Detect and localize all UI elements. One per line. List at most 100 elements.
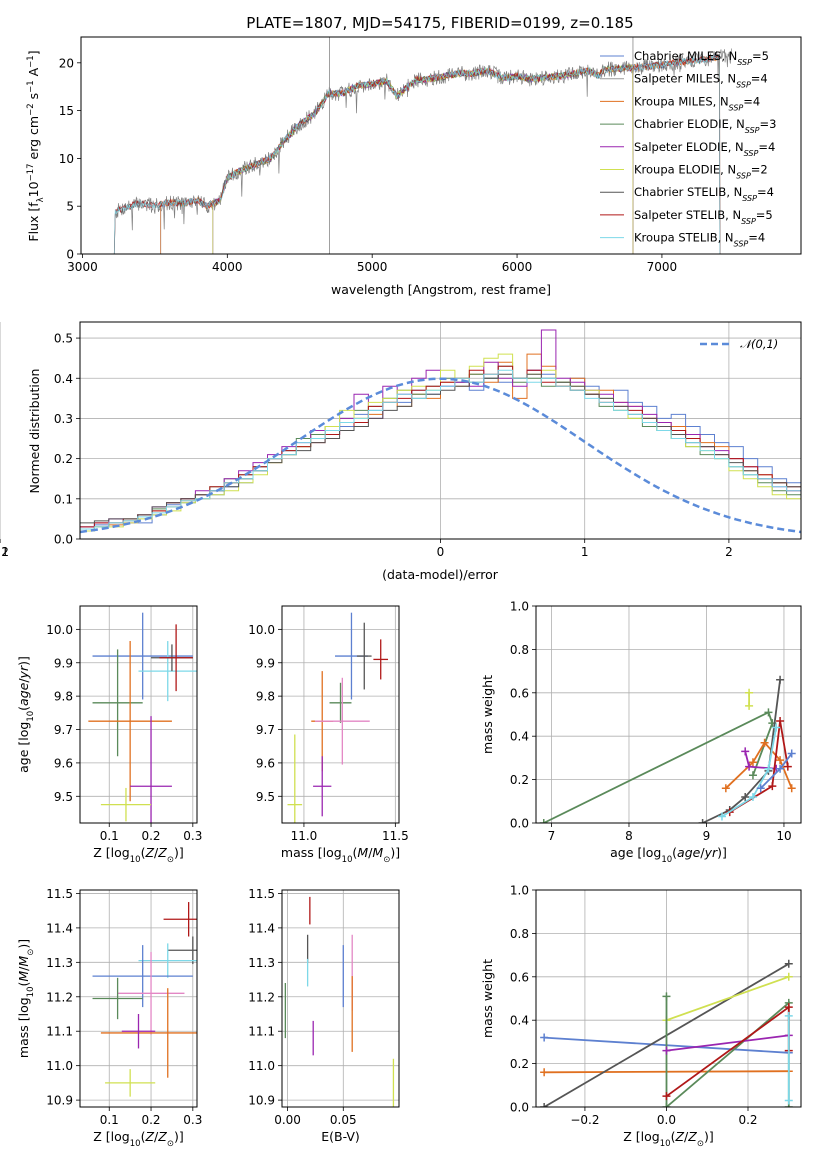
- ebv-vs-mass-ytick-label: 11.0: [248, 1059, 275, 1073]
- residuals-xtick-label: 2: [725, 545, 733, 559]
- z-vs-weight-frame: [535, 889, 802, 1108]
- mass-vs-age-ytick-label: 9.5: [256, 790, 275, 804]
- z-vs-mass-frame: [79, 889, 198, 1108]
- spectrum-xlabel: wavelength [Angstrom, rest frame]: [331, 282, 551, 297]
- z-vs-mass-ytick-label: 11.5: [46, 887, 73, 901]
- weight-series-line: [666, 1034, 789, 1052]
- weight-point-marker: [784, 1003, 793, 1012]
- residual-xlabel: (data-model)/error: [382, 567, 499, 582]
- weight-point-marker: [540, 1033, 549, 1042]
- z-vs-age-ytick-label: 9.6: [54, 756, 73, 770]
- z-vs-age-frame: [79, 605, 198, 824]
- ebv-vs-mass-ytick-label: 11.4: [248, 921, 275, 935]
- z-vs-age-xtick-label: 0.1: [100, 829, 119, 843]
- residuals-ytick-label: 0.1: [54, 492, 73, 506]
- weight-point-marker: [784, 972, 793, 981]
- weight-point-marker: [745, 762, 754, 771]
- age-vs-weight-ytick-label: 0.4: [510, 730, 529, 744]
- weight-point-marker: [787, 749, 796, 758]
- age-vs-weight-ytick-label: 0.0: [510, 817, 529, 831]
- weight-point-marker: [662, 1046, 671, 1055]
- weight-point-marker: [745, 688, 754, 697]
- spectrum-ytick-label: 5: [66, 200, 74, 214]
- z-vs-weight-plot-area: [540, 959, 793, 1107]
- weight-point-marker: [783, 762, 792, 771]
- spectrum-frame: [80, 36, 802, 255]
- age-vs-weight-plot-area: [539, 675, 796, 823]
- age-vs-weight-xtick-label: 8: [625, 829, 633, 843]
- mass-vs-age-frame: [281, 605, 400, 824]
- spectrum-ytick-label: 15: [59, 104, 74, 118]
- z-vs-mass-ytick-label: 11.2: [46, 990, 73, 1004]
- z-vs-age-plot-area: [88, 612, 197, 823]
- weight-point-marker: [784, 959, 793, 968]
- legend-entry-label: Kroupa ELODIE, NSSP=2: [634, 163, 768, 181]
- weight-point-marker: [741, 792, 750, 801]
- weight-point-marker: [540, 1103, 549, 1107]
- age-vs-weight-ytick-label: 1.0: [510, 600, 529, 614]
- z-vs-weight-ytick-label: 0.8: [510, 927, 529, 941]
- weight-point-marker: [764, 764, 773, 773]
- ebv-vs-mass-plot-area: [284, 896, 395, 1107]
- weight-point-marker: [776, 717, 785, 726]
- ebv-vs-mass-xtick-label: 0.00: [274, 1113, 301, 1127]
- z-vs-weight-xlabel: Z [log10(Z/Z⊙)]: [623, 1129, 713, 1149]
- weight-point-marker: [784, 1011, 793, 1020]
- weight-point-marker: [662, 1103, 671, 1107]
- residuals-ytick-label: 0.0: [54, 533, 73, 547]
- z-vs-age-xtick-label: 0.2: [141, 829, 160, 843]
- z-vs-weight-ytick-label: 0.0: [510, 1101, 529, 1115]
- z-vs-mass-xtick-label: 0.3: [183, 1113, 202, 1127]
- residuals-ytick-label: 0.3: [54, 412, 73, 426]
- age-vs-weight-frame: [535, 605, 802, 824]
- weight-point-marker: [776, 764, 785, 773]
- z-vs-mass-ytick-label: 11.1: [46, 1025, 73, 1039]
- spectrum-ytick-label: 10: [59, 152, 74, 166]
- spectrum-xtick-label: 6000: [502, 260, 533, 274]
- weight-point-marker: [787, 784, 796, 793]
- residuals-ytick-label: 0.5: [54, 332, 73, 346]
- spectrum-ylabel: Flux [fλ10−17 erg cm−2 s−1 A−1]: [26, 50, 46, 241]
- legend-entry-label: Kroupa STELIB, NSSP=4: [634, 231, 765, 249]
- z-vs-mass-ytick-label: 11.4: [46, 921, 73, 935]
- spectrum-xtick-label: 7000: [647, 260, 678, 274]
- z-vs-age-ytick-label: 10.0: [46, 623, 73, 637]
- age-vs-weight-xtick-label: 10: [776, 829, 791, 843]
- z-vs-age-ytick-label: 9.5: [54, 790, 73, 804]
- z-vs-mass-xtick-label: 0.1: [100, 1113, 119, 1127]
- residual-ylabel: Normed distribution: [27, 369, 42, 494]
- age-vs-weight-xtick-label: 9: [703, 829, 711, 843]
- ebv-vs-mass-frame: [281, 889, 400, 1108]
- ebv-vs-mass-ytick-label: 11.3: [248, 956, 275, 970]
- z-vs-mass-xlabel: Z [log10(Z/Z⊙)]: [93, 1129, 183, 1149]
- gaussian-reference-curve: [80, 377, 801, 534]
- spectrum-xtick-label: 4000: [212, 260, 243, 274]
- residuals-xtick-label: 1: [581, 545, 589, 559]
- mass-vs-age-xtick-label: 11.0: [291, 829, 318, 843]
- weight-point-marker: [698, 819, 707, 823]
- z-vs-weight-ylabel: mass weight: [480, 959, 495, 1038]
- ebv-vs-mass-ytick-label: 10.9: [248, 1094, 275, 1108]
- spectrum-ytick-label: 20: [59, 56, 74, 70]
- z-vs-weight-ytick-label: 0.4: [510, 1014, 529, 1028]
- age-vs-weight-xlabel: age [log10(age/yr)]: [610, 845, 727, 865]
- weight-point-marker: [784, 1096, 793, 1105]
- ebv-vs-mass-ytick-label: 11.2: [248, 990, 275, 1004]
- weight-point-marker: [662, 1092, 671, 1101]
- mass-vs-age-ytick-label: 9.7: [256, 723, 275, 737]
- model-fit-line: [212, 63, 634, 254]
- weight-series-line: [721, 727, 778, 818]
- model-fit-line: [113, 54, 721, 254]
- weight-point-marker: [776, 756, 785, 765]
- legend-entry-label: Chabrier STELIB, NSSP=4: [634, 185, 774, 203]
- legend-entry-label: Chabrier ELODIE, NSSP=3: [634, 117, 776, 135]
- weight-point-marker: [741, 747, 750, 756]
- z-vs-weight-ytick-label: 0.6: [510, 970, 529, 984]
- z-vs-age-ytick-label: 9.8: [54, 690, 73, 704]
- ebv-vs-mass-xtick-label: 0.05: [330, 1113, 357, 1127]
- z-vs-mass-ytick-label: 11.0: [46, 1059, 73, 1073]
- z-vs-mass-ytick-label: 10.9: [46, 1094, 73, 1108]
- residuals-ytick-label: 0.2: [54, 452, 73, 466]
- ebv-vs-mass-xlabel: E(B-V): [321, 1129, 360, 1144]
